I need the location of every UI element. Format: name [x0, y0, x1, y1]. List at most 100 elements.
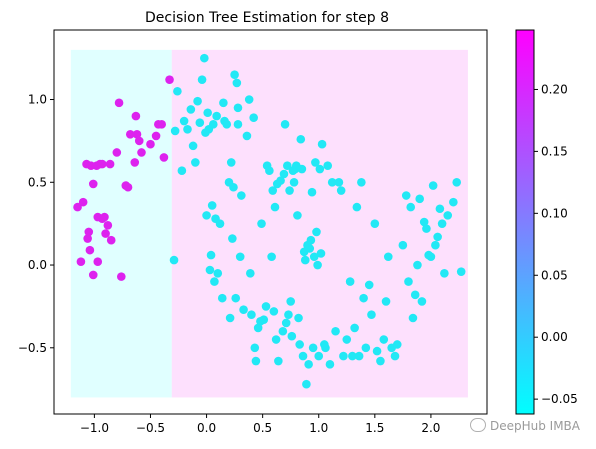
data-point: [323, 161, 333, 171]
x-tick-label: −0.5: [136, 421, 165, 435]
data-point: [426, 252, 436, 262]
data-point: [229, 182, 238, 192]
chart-title: Decision Tree Estimation for step 8: [145, 10, 389, 26]
data-point: [208, 120, 218, 129]
data-point: [390, 351, 400, 361]
data-point: [235, 252, 245, 262]
data-point: [422, 224, 431, 233]
data-point: [259, 315, 269, 324]
data-point: [381, 297, 391, 306]
data-point: [165, 75, 174, 84]
data-point: [401, 191, 411, 200]
data-point: [88, 270, 98, 280]
data-point: [440, 269, 449, 278]
data-point: [316, 249, 326, 258]
data-point: [313, 260, 322, 270]
data-point: [205, 265, 215, 275]
data-point: [406, 202, 416, 212]
data-point: [244, 95, 254, 104]
data-point: [398, 240, 408, 250]
data-point: [200, 53, 209, 63]
data-point: [345, 277, 355, 286]
data-point: [212, 111, 221, 121]
data-point: [408, 313, 418, 323]
colorbar-tick-label: −0.05: [541, 392, 578, 406]
data-point: [73, 202, 82, 212]
data-point: [213, 269, 223, 278]
data-point: [307, 187, 317, 197]
data-point: [177, 166, 187, 175]
data-point: [309, 252, 319, 262]
data-point: [321, 343, 330, 353]
data-point: [137, 148, 146, 157]
data-point: [372, 346, 382, 356]
data-point: [370, 219, 380, 228]
data-point: [125, 129, 135, 139]
data-point: [304, 360, 313, 369]
data-point: [202, 211, 211, 220]
data-point: [114, 98, 124, 108]
data-point: [428, 181, 438, 190]
data-point: [404, 277, 413, 286]
data-point: [278, 326, 288, 336]
data-point: [242, 131, 252, 141]
data-point: [191, 158, 200, 167]
data-point: [215, 219, 225, 228]
data-point: [367, 310, 376, 319]
data-point: [226, 158, 236, 167]
colorbar-tick-label: 0.10: [541, 206, 568, 220]
data-points: [73, 53, 466, 389]
data-point: [230, 70, 239, 79]
data-point: [231, 293, 241, 303]
data-point: [350, 323, 359, 333]
data-point: [302, 379, 311, 389]
data-point: [195, 118, 205, 127]
data-point: [296, 134, 306, 144]
colorbar-tick-label: 0.20: [541, 82, 568, 96]
data-point: [413, 260, 422, 270]
data-point: [415, 194, 424, 204]
data-point: [251, 356, 261, 366]
data-point: [105, 159, 115, 169]
data-point: [88, 179, 98, 189]
data-point: [246, 269, 255, 278]
data-point: [159, 153, 169, 162]
data-point: [267, 252, 276, 262]
data-point: [285, 186, 294, 195]
data-point: [233, 103, 243, 113]
data-point: [85, 245, 95, 255]
data-point: [280, 120, 290, 129]
data-point: [239, 305, 248, 315]
data-point: [449, 197, 458, 207]
data-point: [364, 280, 374, 290]
data-point: [379, 335, 389, 344]
data-point: [228, 234, 237, 243]
plot-frame: [53, 29, 488, 415]
data-point: [134, 136, 144, 146]
data-point: [295, 340, 304, 349]
data-point: [410, 290, 420, 300]
data-point: [97, 159, 107, 169]
data-point: [359, 293, 368, 303]
data-point: [284, 310, 293, 319]
data-point: [188, 141, 198, 151]
data-point: [308, 343, 318, 353]
data-point: [271, 335, 281, 344]
colorbar-tick-label: 0.00: [541, 330, 568, 344]
colorbar-tick-label: 0.05: [541, 268, 568, 282]
data-point: [294, 313, 303, 323]
decision-regions: [70, 49, 468, 398]
data-point: [437, 219, 447, 228]
data-point: [207, 201, 217, 210]
x-axis-ticks: −1.0 −0.5 0.0 0.5 1.0 1.5 2.0: [80, 414, 440, 435]
data-point: [84, 227, 94, 237]
data-point: [217, 293, 227, 303]
data-point: [237, 191, 246, 200]
data-point: [286, 297, 295, 306]
data-point: [297, 164, 307, 174]
x-tick-label: 2.0: [421, 421, 440, 435]
data-point: [197, 75, 207, 84]
data-point: [100, 212, 109, 222]
data-point: [339, 351, 348, 361]
colorbar: [515, 29, 535, 415]
